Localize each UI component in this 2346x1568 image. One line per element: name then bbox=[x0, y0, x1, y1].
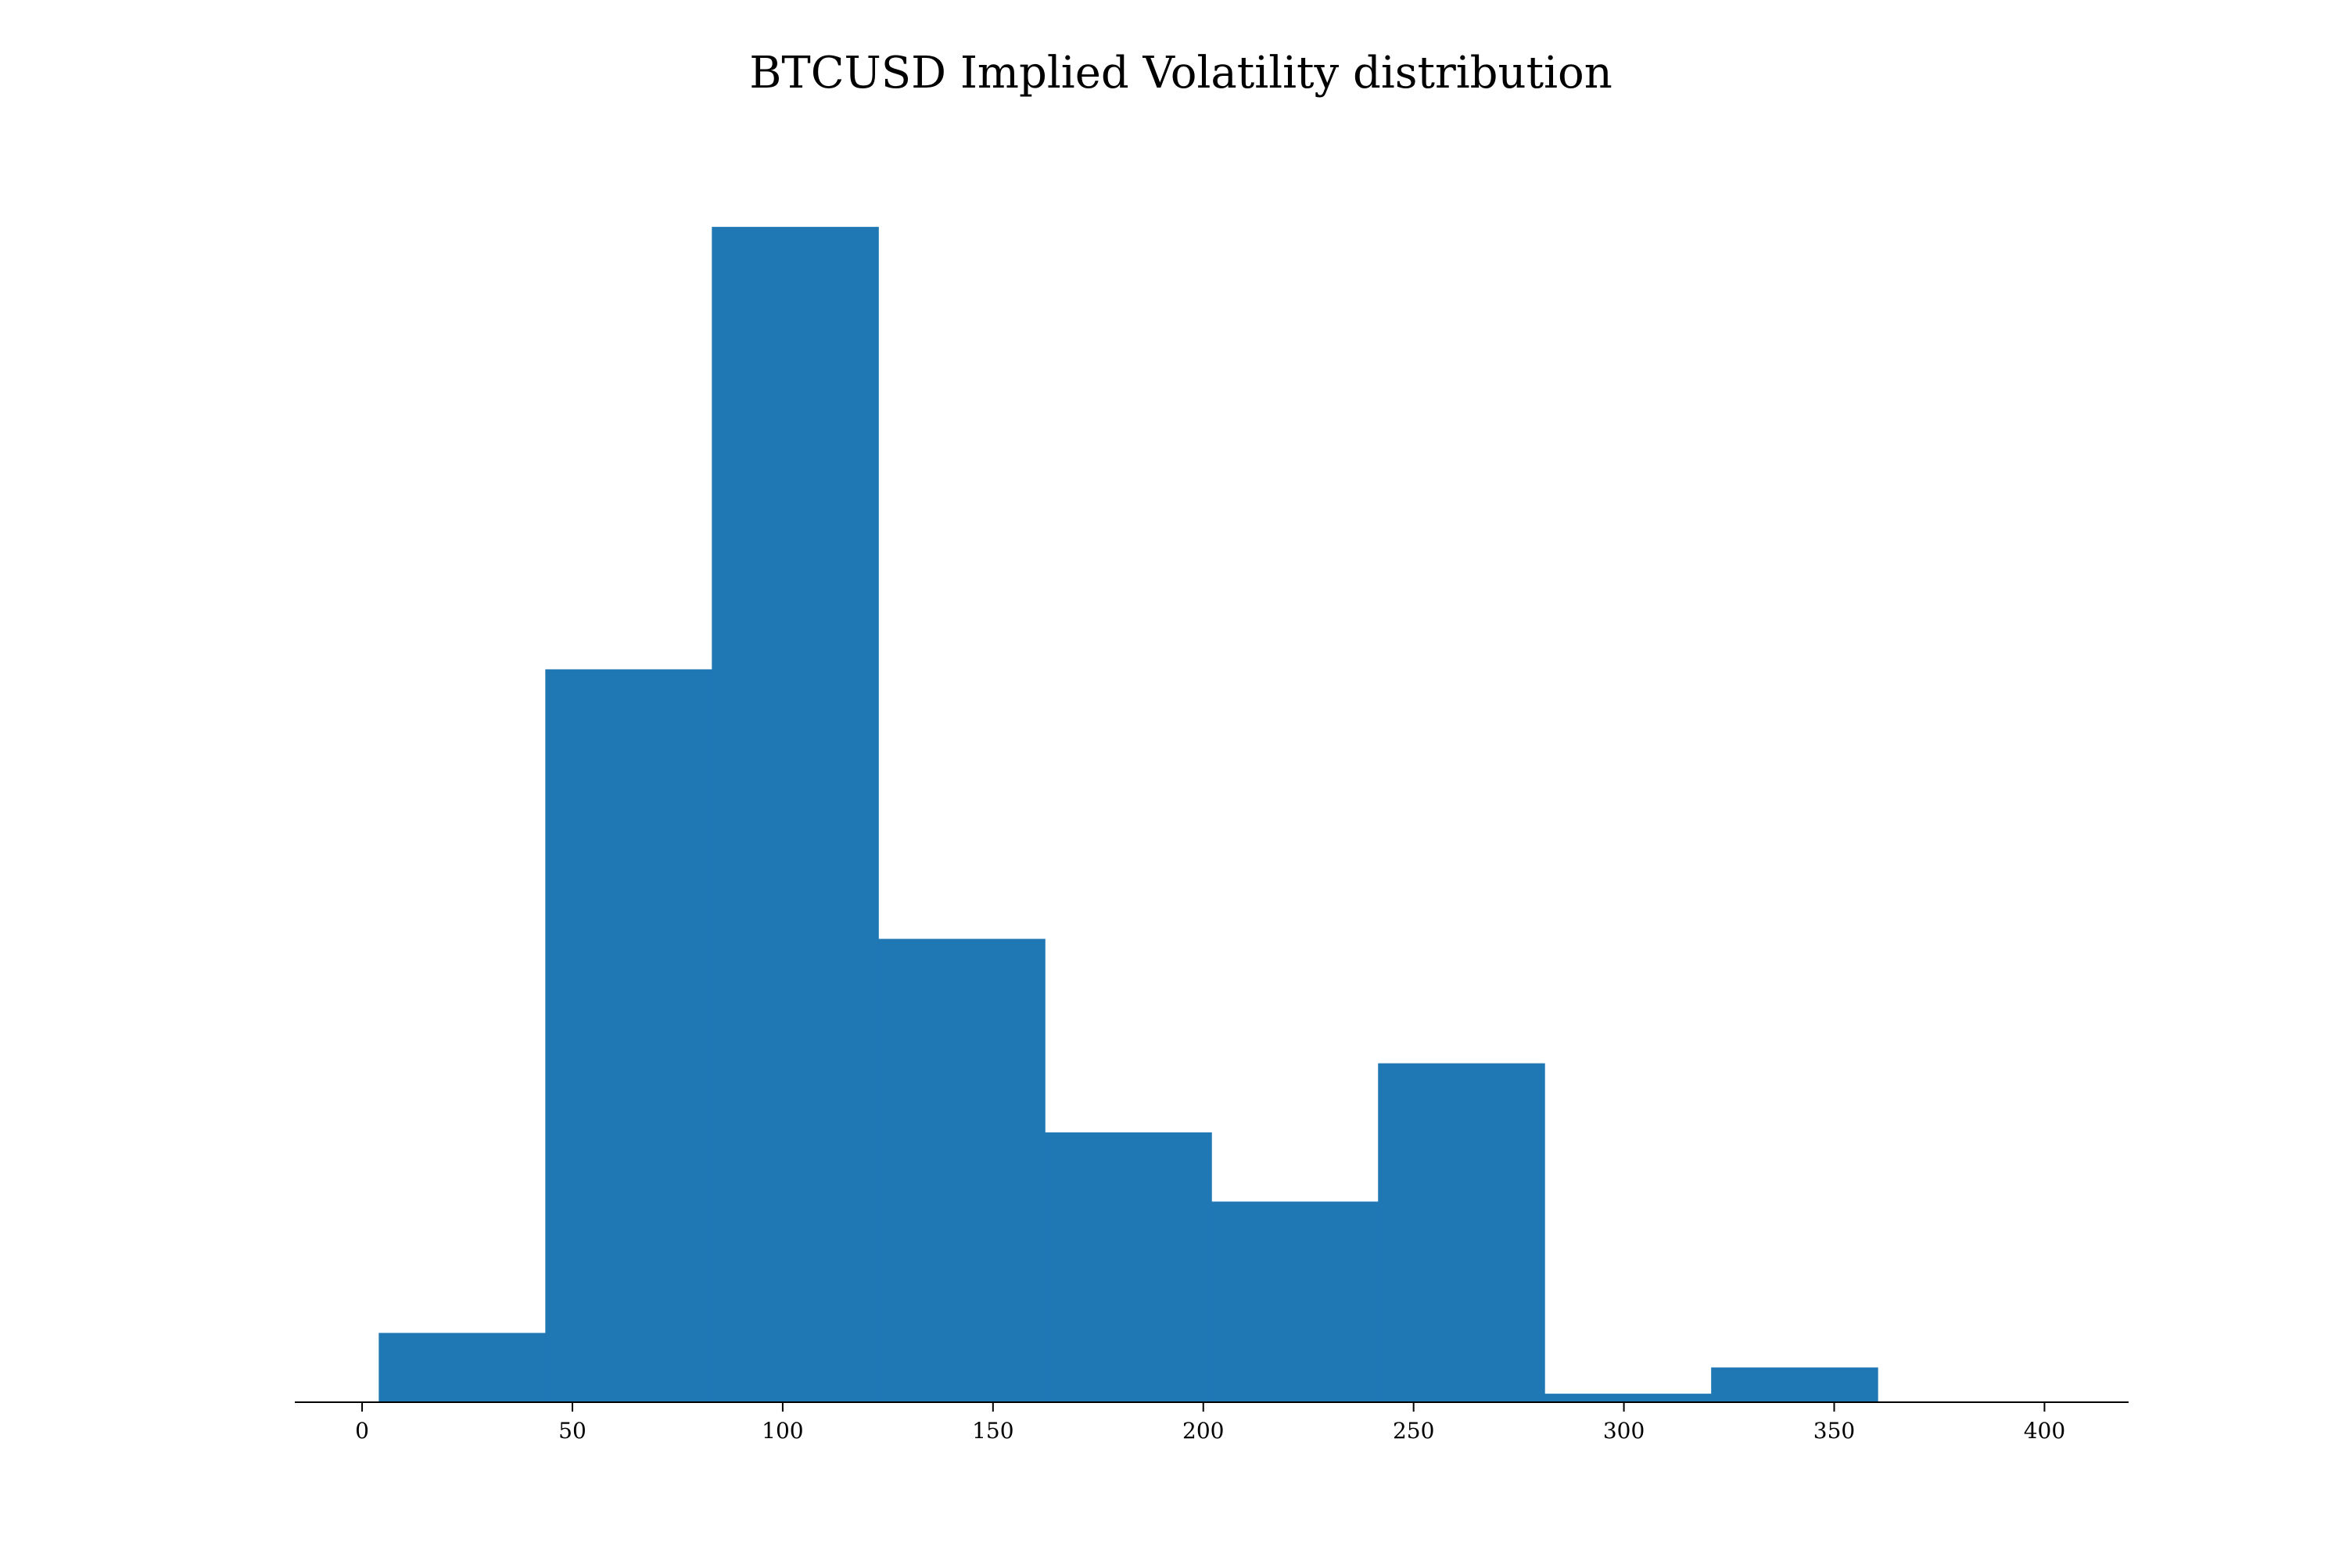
histogram-bar-2 bbox=[712, 227, 879, 1403]
histogram-bar-7 bbox=[1544, 1394, 1712, 1403]
chart-title: BTCUSD Implied Volatility distribution bbox=[749, 48, 1612, 99]
histogram-bar-1 bbox=[545, 669, 712, 1403]
x-tick-label: 50 bbox=[558, 1418, 586, 1444]
histogram-bars bbox=[378, 227, 1878, 1403]
x-tick-label: 200 bbox=[1182, 1418, 1224, 1444]
histogram-bar-3 bbox=[878, 938, 1046, 1403]
histogram-bar-5 bbox=[1211, 1201, 1379, 1403]
x-tick-label: 100 bbox=[762, 1418, 803, 1444]
histogram-bar-4 bbox=[1045, 1132, 1212, 1403]
histogram-bar-6 bbox=[1378, 1063, 1545, 1403]
x-tick-label: 0 bbox=[355, 1418, 369, 1444]
histogram-bar-8 bbox=[1711, 1367, 1878, 1403]
x-tick-label: 300 bbox=[1603, 1418, 1645, 1444]
histogram-bar-0 bbox=[378, 1333, 546, 1403]
x-tick-label: 350 bbox=[1813, 1418, 1855, 1444]
x-tick-label: 400 bbox=[2024, 1418, 2065, 1444]
x-tick-label: 150 bbox=[972, 1418, 1013, 1444]
x-axis-ticks: 0 50 100 150 200 250 300 350 400 bbox=[355, 1402, 2065, 1444]
x-tick-label: 250 bbox=[1393, 1418, 1434, 1444]
